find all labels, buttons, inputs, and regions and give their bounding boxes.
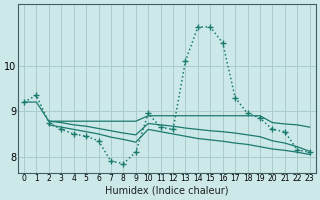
X-axis label: Humidex (Indice chaleur): Humidex (Indice chaleur): [105, 186, 228, 196]
